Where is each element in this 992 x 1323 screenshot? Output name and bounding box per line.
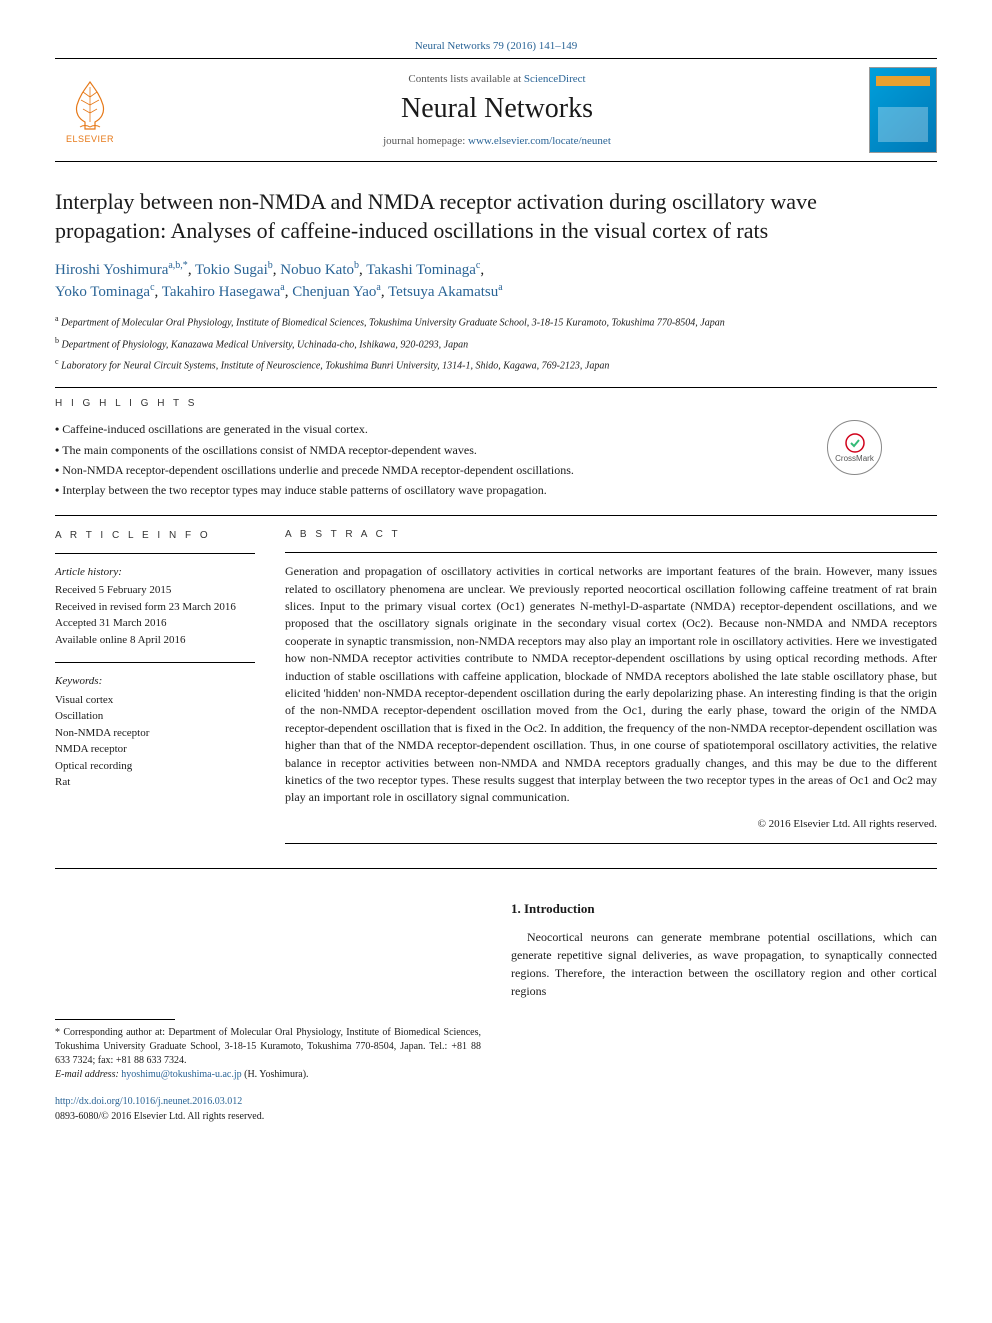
author-list: Hiroshi Yoshimuraa,b,*, Tokio Sugaib, No… [55, 259, 937, 303]
corr-marker: * [55, 1027, 60, 1038]
abstract-text: Generation and propagation of oscillator… [285, 563, 937, 806]
author-affil-sup: b [354, 260, 359, 271]
highlight-item: The main components of the oscillations … [55, 440, 937, 460]
author-link[interactable]: Tetsuya Akamatsu [388, 284, 498, 300]
keywords-block: Keywords: Visual cortex Oscillation Non-… [55, 673, 255, 791]
affiliation: a Department of Molecular Oral Physiolog… [55, 313, 937, 330]
author-affil-sup: a [280, 282, 284, 293]
elsevier-tree-icon [65, 77, 115, 132]
keywords-heading: Keywords: [55, 673, 255, 690]
contents-prefix: Contents lists available at [408, 73, 523, 85]
journal-cover-thumbnail[interactable] [869, 67, 937, 153]
contents-available-line: Contents lists available at ScienceDirec… [137, 73, 857, 85]
history-heading: Article history: [55, 564, 255, 581]
crossmark-icon [844, 432, 866, 454]
article-info-column: A R T I C L E I N F O Article history: R… [55, 528, 255, 854]
sciencedirect-link[interactable]: ScienceDirect [524, 73, 586, 85]
homepage-line: journal homepage: www.elsevier.com/locat… [137, 135, 857, 147]
author-affil-sup: c [476, 260, 480, 271]
crossmark-badge[interactable]: CrossMark [827, 420, 882, 475]
body-left-column: * Corresponding author at: Department of… [55, 899, 481, 1124]
issn-copyright-line: 0893-6080/© 2016 Elsevier Ltd. All right… [55, 1109, 481, 1124]
affiliation: c Laboratory for Neural Circuit Systems,… [55, 356, 937, 373]
author-affil-sup: b [268, 260, 273, 271]
highlight-item: Interplay between the two receptor types… [55, 480, 937, 500]
author-affil-sup: a [376, 282, 380, 293]
author-affil-sup: c [150, 282, 154, 293]
author-link[interactable]: Chenjuan Yao [292, 284, 376, 300]
body-columns: * Corresponding author at: Department of… [55, 899, 937, 1124]
homepage-link[interactable]: www.elsevier.com/locate/neunet [468, 135, 611, 147]
affiliation-list: a Department of Molecular Oral Physiolog… [55, 313, 937, 373]
info-abstract-row: A R T I C L E I N F O Article history: R… [55, 528, 937, 854]
corresponding-author-footnote: * Corresponding author at: Department of… [55, 1026, 481, 1068]
page-container: Neural Networks 79 (2016) 141–149 ELSEVI… [0, 0, 992, 1154]
article-info-label: A R T I C L E I N F O [55, 528, 255, 543]
keyword: Rat [55, 774, 255, 791]
highlights-label: H I G H L I G H T S [55, 398, 937, 409]
highlight-item: Caffeine-induced oscillations are genera… [55, 419, 937, 439]
abstract-label: A B S T R A C T [285, 528, 937, 543]
keyword: NMDA receptor [55, 741, 255, 758]
history-line: Received 5 February 2015 [55, 582, 255, 599]
email-footnote: E-mail address: hyoshimu@tokushima-u.ac.… [55, 1068, 481, 1082]
author-affil-sup: a [498, 282, 502, 293]
divider [55, 662, 255, 663]
elsevier-text: ELSEVIER [66, 134, 114, 144]
author-link[interactable]: Nobuo Kato [280, 262, 354, 278]
article-title: Interplay between non-NMDA and NMDA rece… [55, 188, 937, 245]
citation-line: Neural Networks 79 (2016) 141–149 [55, 40, 937, 52]
author-link[interactable]: Yoko Tominaga [55, 284, 150, 300]
author-link[interactable]: Tokio Sugai [195, 262, 268, 278]
introduction-paragraph: Neocortical neurons can generate membran… [511, 928, 937, 1000]
divider [55, 553, 255, 554]
doi-line: http://dx.doi.org/10.1016/j.neunet.2016.… [55, 1094, 481, 1109]
author-link[interactable]: Takahiro Hasegawa [162, 284, 280, 300]
article-history-block: Article history: Received 5 February 201… [55, 564, 255, 649]
doi-link[interactable]: http://dx.doi.org/10.1016/j.neunet.2016.… [55, 1096, 242, 1107]
journal-name: Neural Networks [137, 93, 857, 125]
divider [55, 515, 937, 516]
keyword: Non-NMDA receptor [55, 725, 255, 742]
abstract-column: A B S T R A C T Generation and propagati… [285, 528, 937, 854]
divider [55, 868, 937, 869]
keyword: Optical recording [55, 758, 255, 775]
abstract-copyright: © 2016 Elsevier Ltd. All rights reserved… [285, 817, 937, 833]
history-line: Accepted 31 March 2016 [55, 615, 255, 632]
keyword: Oscillation [55, 708, 255, 725]
email-label: E-mail address: [55, 1069, 121, 1080]
history-line: Available online 8 April 2016 [55, 632, 255, 649]
affiliation: b Department of Physiology, Kanazawa Med… [55, 335, 937, 352]
header-center: Contents lists available at ScienceDirec… [137, 73, 857, 147]
article-frontmatter: CrossMark Interplay between non-NMDA and… [55, 188, 937, 373]
journal-header: ELSEVIER Contents lists available at Sci… [55, 58, 937, 162]
footnote-separator [55, 1019, 175, 1020]
elsevier-logo[interactable]: ELSEVIER [55, 70, 125, 150]
highlights-list: Caffeine-induced oscillations are genera… [55, 419, 937, 501]
author-link[interactable]: Takashi Tominaga [366, 262, 476, 278]
crossmark-label: CrossMark [835, 454, 874, 463]
body-right-column: 1. Introduction Neocortical neurons can … [511, 899, 937, 1124]
introduction-heading: 1. Introduction [511, 899, 937, 919]
email-link[interactable]: hyoshimu@tokushima-u.ac.jp [121, 1069, 241, 1080]
history-line: Received in revised form 23 March 2016 [55, 599, 255, 616]
citation-link[interactable]: Neural Networks 79 (2016) 141–149 [415, 40, 578, 52]
divider [285, 552, 937, 553]
author-affil-sup: a,b,* [168, 260, 187, 271]
divider [285, 843, 937, 844]
homepage-prefix: journal homepage: [383, 135, 468, 147]
keyword: Visual cortex [55, 692, 255, 709]
email-suffix: (H. Yoshimura). [242, 1069, 309, 1080]
highlight-item: Non-NMDA receptor-dependent oscillations… [55, 460, 937, 480]
divider [55, 387, 937, 388]
author-link[interactable]: Hiroshi Yoshimura [55, 262, 168, 278]
corr-text: Corresponding author at: Department of M… [55, 1027, 481, 1066]
